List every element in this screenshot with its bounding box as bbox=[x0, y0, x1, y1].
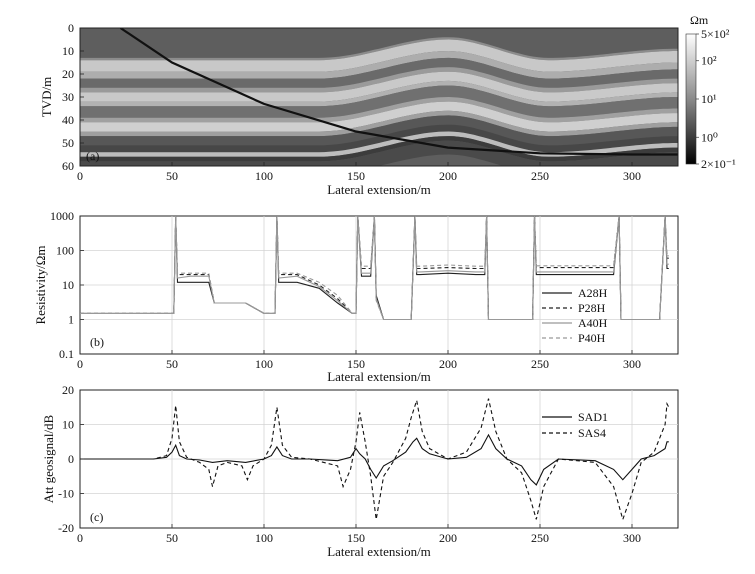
panel-a-ylabel: TVD/m bbox=[39, 77, 54, 117]
x-tick-label: 300 bbox=[623, 169, 641, 183]
panel-a-label: (a) bbox=[86, 149, 99, 163]
panel-b-ylabel: Resistivity/Ωm bbox=[33, 245, 48, 324]
colorbar-ticks: 5×10² 10² 10¹ 10⁰ 2×10⁻¹ bbox=[696, 27, 736, 171]
panel-a-xlabel: Lateral extension/m bbox=[327, 182, 431, 197]
y-tick-label: 0 bbox=[68, 452, 74, 466]
formation-layer bbox=[80, 124, 678, 153]
panel-b-xlabel: Lateral extension/m bbox=[327, 369, 431, 384]
formation-layer bbox=[80, 140, 678, 166]
panel-c-label: (c) bbox=[90, 510, 103, 524]
colorbar-tick-label: 10⁰ bbox=[701, 130, 718, 144]
x-tick-label: 150 bbox=[347, 169, 365, 183]
x-tick-label: 250 bbox=[531, 531, 549, 545]
formation-layer bbox=[80, 101, 678, 132]
formation-layer bbox=[80, 97, 678, 123]
y-tick-label: 0.1 bbox=[59, 347, 74, 361]
x-tick-label: 0 bbox=[77, 531, 83, 545]
formation-layer bbox=[80, 37, 678, 61]
formation-layer bbox=[80, 39, 678, 72]
x-tick-label: 150 bbox=[347, 531, 365, 545]
series-line-sad1 bbox=[80, 433, 669, 486]
legend-label-p28h: P28H bbox=[578, 301, 606, 315]
y-tick-label: 20 bbox=[62, 383, 74, 397]
y-tick-label: 100 bbox=[56, 244, 74, 258]
formation-layer bbox=[80, 115, 678, 146]
formation-layer bbox=[80, 110, 678, 137]
x-tick-label: 100 bbox=[255, 531, 273, 545]
x-tick-label: 250 bbox=[531, 169, 549, 183]
x-tick-label: 200 bbox=[439, 531, 457, 545]
y-tick-label: 10 bbox=[62, 44, 74, 58]
colorbar-tick-label: 5×10² bbox=[701, 27, 730, 41]
formation-layer bbox=[80, 51, 678, 79]
panel-b-label: (b) bbox=[90, 335, 104, 349]
panel-c-grid bbox=[80, 390, 678, 528]
y-tick-label: 1 bbox=[68, 313, 74, 327]
x-tick-label: 300 bbox=[623, 357, 641, 371]
x-tick-label: 50 bbox=[166, 357, 178, 371]
formation-layer bbox=[80, 28, 678, 58]
y-tick-label: -20 bbox=[58, 521, 74, 535]
y-tick-label: 60 bbox=[62, 159, 74, 173]
panel-a: 0 50 100 150 200 250 300 0 10 20 30 40 50 60 (a) Lat… bbox=[39, 13, 736, 197]
y-tick-label: 30 bbox=[62, 90, 74, 104]
x-tick-label: 0 bbox=[77, 169, 83, 183]
colorbar bbox=[685, 33, 697, 165]
y-tick-label: -10 bbox=[58, 487, 74, 501]
series-line-p40h bbox=[80, 216, 669, 321]
legend-label-p40h: P40H bbox=[578, 331, 606, 345]
formation-layer bbox=[80, 136, 678, 162]
formation-layer bbox=[80, 85, 678, 118]
x-tick-label: 50 bbox=[166, 531, 178, 545]
formation-layer bbox=[80, 80, 678, 107]
legend-label-sad1: SAD1 bbox=[578, 410, 608, 424]
well-trajectory bbox=[119, 28, 678, 156]
formation-layer bbox=[80, 131, 678, 157]
x-tick-label: 250 bbox=[531, 357, 549, 371]
panel-c-y-ticks: -20 -10 0 10 20 bbox=[58, 383, 84, 535]
y-tick-label: 1000 bbox=[50, 209, 74, 223]
x-tick-label: 200 bbox=[439, 169, 457, 183]
panel-c-x-ticks: 0 50 100 150 200 250 300 bbox=[77, 524, 641, 545]
formation-layer bbox=[80, 71, 678, 102]
colorbar-tick-label: 10² bbox=[701, 54, 717, 68]
y-tick-label: 10 bbox=[62, 278, 74, 292]
y-tick-label: 50 bbox=[62, 136, 74, 150]
y-tick-label: 40 bbox=[62, 113, 74, 127]
panel-b-x-ticks: 0 50 100 150 200 250 300 bbox=[77, 350, 641, 371]
panel-b: 0 50 100 150 200 250 300 0.1 1 10 100 1000 A28HP28… bbox=[33, 209, 679, 384]
panel-a-y-ticks: 0 10 20 30 40 50 60 bbox=[62, 21, 84, 173]
x-tick-label: 50 bbox=[166, 169, 178, 183]
x-tick-label: 200 bbox=[439, 357, 457, 371]
colorbar-tick-label: 10¹ bbox=[701, 92, 717, 106]
x-tick-label: 100 bbox=[255, 169, 273, 183]
x-tick-label: 300 bbox=[623, 531, 641, 545]
panel-b-y-ticks: 0.1 1 10 100 1000 bbox=[50, 209, 84, 361]
legend-label-a40h: A40H bbox=[578, 316, 608, 330]
panel-c-xlabel: Lateral extension/m bbox=[327, 544, 431, 559]
panel-c-ylabel: Att geosignal/dB bbox=[41, 414, 56, 503]
y-tick-label: 20 bbox=[62, 67, 74, 81]
panel-a-layers bbox=[80, 28, 678, 166]
legend-label-a28h: A28H bbox=[578, 286, 608, 300]
panel-c-series bbox=[80, 398, 670, 522]
colorbar-unit: Ωm bbox=[690, 13, 709, 27]
y-tick-label: 0 bbox=[68, 21, 74, 35]
panel-b-series bbox=[80, 216, 669, 321]
legend-label-sas4: SAS4 bbox=[578, 426, 606, 440]
y-tick-label: 10 bbox=[62, 418, 74, 432]
panel-a-x-ticks: 0 50 100 150 200 250 300 bbox=[77, 162, 641, 183]
panel-c-legend: SAD1 SAS4 bbox=[542, 410, 608, 440]
panel-b-grid bbox=[80, 216, 678, 354]
x-tick-label: 100 bbox=[255, 357, 273, 371]
series-line-sas4 bbox=[80, 398, 670, 522]
x-tick-label: 0 bbox=[77, 357, 83, 371]
colorbar-tick-label: 2×10⁻¹ bbox=[701, 157, 736, 171]
x-tick-label: 150 bbox=[347, 357, 365, 371]
formation-layer bbox=[80, 67, 678, 93]
formation-layer bbox=[80, 57, 678, 88]
